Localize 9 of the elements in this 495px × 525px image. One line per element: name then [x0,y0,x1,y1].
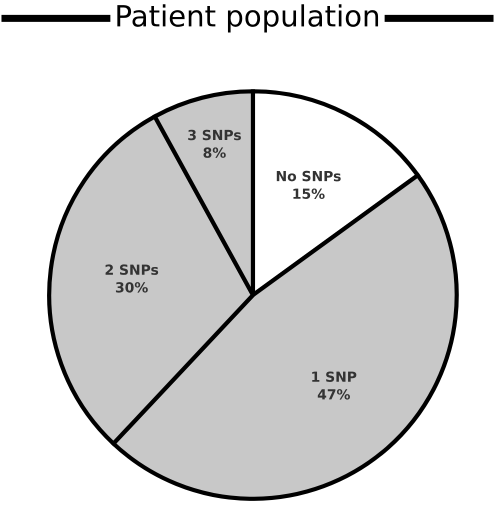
data-label: 15% [293,188,325,199]
data-label: 47% [318,389,350,400]
slice-label: No SNPs [276,170,341,182]
slice-label: 1 SNP [312,371,356,382]
slice-label: 3 SNPs [188,130,241,140]
data-label: 8% [203,147,226,158]
chart-title: Patient population [117,4,378,32]
slice-label: 2 SNPs [106,264,158,275]
data-label: 30% [116,282,148,293]
